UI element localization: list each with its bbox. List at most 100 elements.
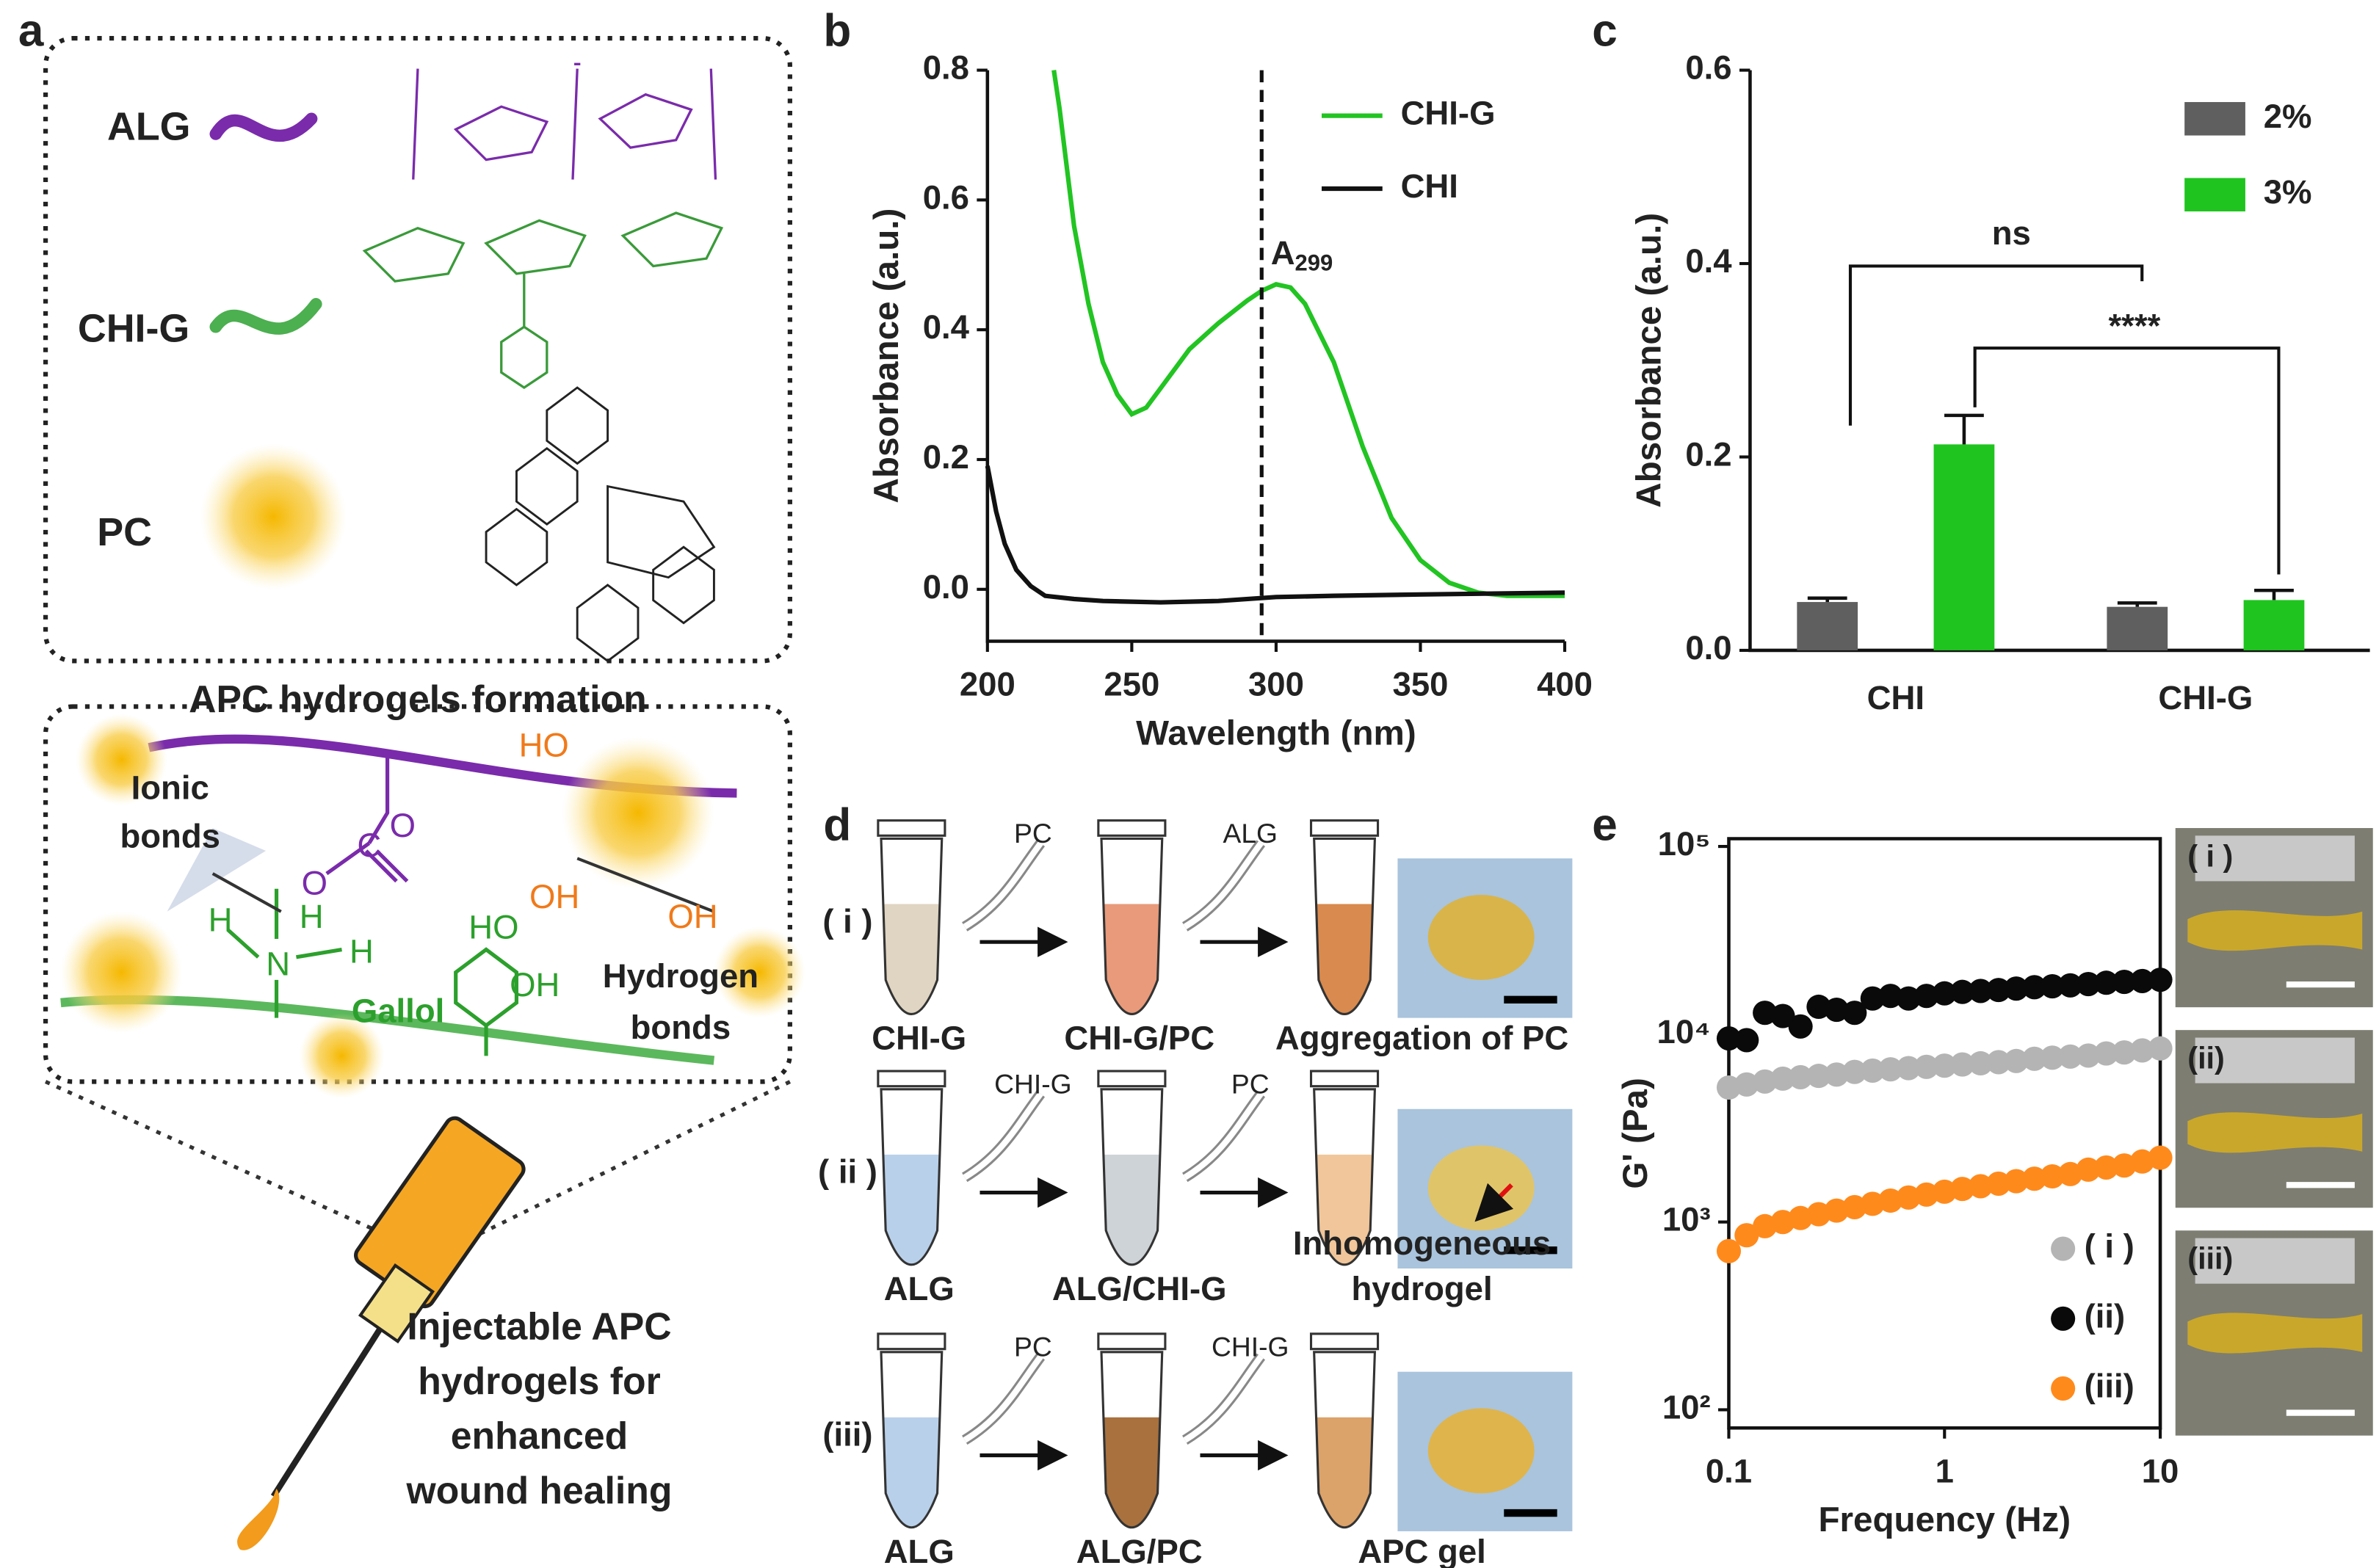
y-tick-label: 10⁵: [1658, 825, 1711, 863]
panel-label: c: [1592, 5, 1618, 56]
x-tick-label: 400: [1537, 666, 1593, 703]
legend-swatch: [2184, 178, 2245, 211]
tube-liquid: [1103, 904, 1161, 1015]
point: [2093, 1041, 2119, 1066]
line: [985, 465, 1565, 605]
legend-swatch: [2051, 1306, 2076, 1331]
x-tick-label: 0.1: [1706, 1452, 1752, 1489]
photo-plate: [2195, 1037, 2355, 1084]
zoom-lines: [45, 1080, 792, 1248]
legend-label: (ii): [2085, 1297, 2126, 1335]
stage-label: APC gel: [1358, 1533, 1485, 1568]
tube: [877, 1332, 946, 1351]
legend-label: CHI-G: [1401, 95, 1496, 132]
ionic-shade: [167, 828, 267, 912]
addition-arrow: [963, 1354, 1043, 1443]
point: [2148, 968, 2173, 992]
stage-label: ALG: [884, 1270, 955, 1307]
photo-gel: [2187, 1112, 2363, 1153]
pc-blob: [60, 911, 183, 1034]
pointer: [211, 872, 282, 913]
panel-label: e: [1592, 799, 1618, 850]
point: [1896, 1056, 1921, 1081]
significance-bracket: [1973, 346, 2281, 575]
photo-gel: [2187, 1313, 2363, 1354]
addition-label: PC: [1014, 818, 1052, 849]
atom-label: N: [266, 945, 290, 982]
point: [1788, 1064, 1813, 1090]
error-bar: [1807, 596, 1847, 603]
photo-plate: [2195, 1238, 2355, 1284]
tube: [1313, 1351, 1377, 1529]
tube: [1097, 819, 1167, 837]
bar: [1933, 444, 1995, 650]
point: [1824, 1198, 1849, 1223]
significance-bracket: [1848, 264, 2144, 426]
addition-label: PC: [1014, 1331, 1052, 1362]
tube-liquid: [883, 904, 941, 1015]
y-tick-label: 0.0: [1685, 629, 1731, 667]
point: [1896, 1185, 1921, 1210]
point: [2129, 968, 2155, 993]
legend-label: ( i ): [2085, 1227, 2134, 1265]
tube: [1100, 837, 1164, 1015]
point: [1734, 1072, 1759, 1097]
x-tick-label: 250: [1104, 666, 1159, 703]
bond-label: bonds: [631, 1009, 731, 1046]
caption: wound healing: [405, 1469, 672, 1511]
point: [1806, 1064, 1831, 1089]
x-axis-label: Frequency (Hz): [1818, 1500, 2071, 1539]
point: [1968, 1050, 1993, 1076]
axis: [1727, 837, 2162, 1430]
point: [1806, 994, 1831, 1020]
legend-swatch: [2184, 102, 2245, 136]
tube: [880, 1088, 944, 1266]
point: [1914, 1182, 1939, 1207]
addition-arrow: [1183, 1354, 1264, 1443]
stage-label: Inhomogeneous: [1293, 1224, 1551, 1262]
point: [1788, 1014, 1813, 1039]
y-tick-label: 10⁴: [1657, 1013, 1711, 1050]
photo-gel: [2187, 910, 2363, 951]
stage-label: ALG/PC: [1076, 1533, 1203, 1568]
annotation: A299: [1271, 234, 1333, 276]
point: [1860, 986, 1885, 1011]
x-tick-label: CHI: [1867, 679, 1924, 716]
pc-blob: [714, 926, 805, 1018]
point: [1753, 1001, 1778, 1026]
stage-label: hydrogel: [1351, 1270, 1492, 1307]
point: [2148, 1036, 2173, 1061]
point: [1824, 1062, 1849, 1087]
point: [1824, 997, 1849, 1023]
point: [1950, 1177, 1975, 1202]
tube: [1309, 1070, 1380, 1088]
point: [2022, 975, 2047, 1000]
y-tick-label: 10²: [1662, 1388, 1711, 1426]
x-tick-label: 200: [960, 666, 1015, 703]
panel-label: a: [18, 5, 44, 56]
panel-label: b: [823, 5, 851, 56]
annotation-subscript: 299: [1295, 250, 1333, 276]
y-tick-label: 10³: [1662, 1201, 1711, 1238]
addition-label: CHI-G: [994, 1069, 1072, 1100]
component-label: PC: [97, 510, 152, 554]
point: [2040, 1045, 2065, 1070]
addition-arrow: [1183, 1092, 1264, 1180]
axis: [985, 70, 1565, 643]
point: [2004, 976, 2029, 1001]
atom-label: H: [350, 933, 374, 970]
bond-label: Hydrogen: [603, 957, 758, 995]
caption: hydrogels for: [418, 1360, 660, 1402]
atom-label: O: [390, 807, 416, 844]
point: [2076, 971, 2101, 997]
tube-liquid: [883, 1154, 941, 1265]
point: [1734, 1223, 1759, 1248]
chig-strand: [209, 297, 322, 335]
pc-blob: [76, 714, 167, 805]
point: [2040, 974, 2065, 999]
arrow-pointer: [1474, 1183, 1514, 1222]
gallol-label: Gallol: [352, 992, 444, 1029]
tube: [1100, 1351, 1164, 1529]
dotted-box: [43, 704, 792, 1084]
point: [2129, 1149, 2155, 1174]
